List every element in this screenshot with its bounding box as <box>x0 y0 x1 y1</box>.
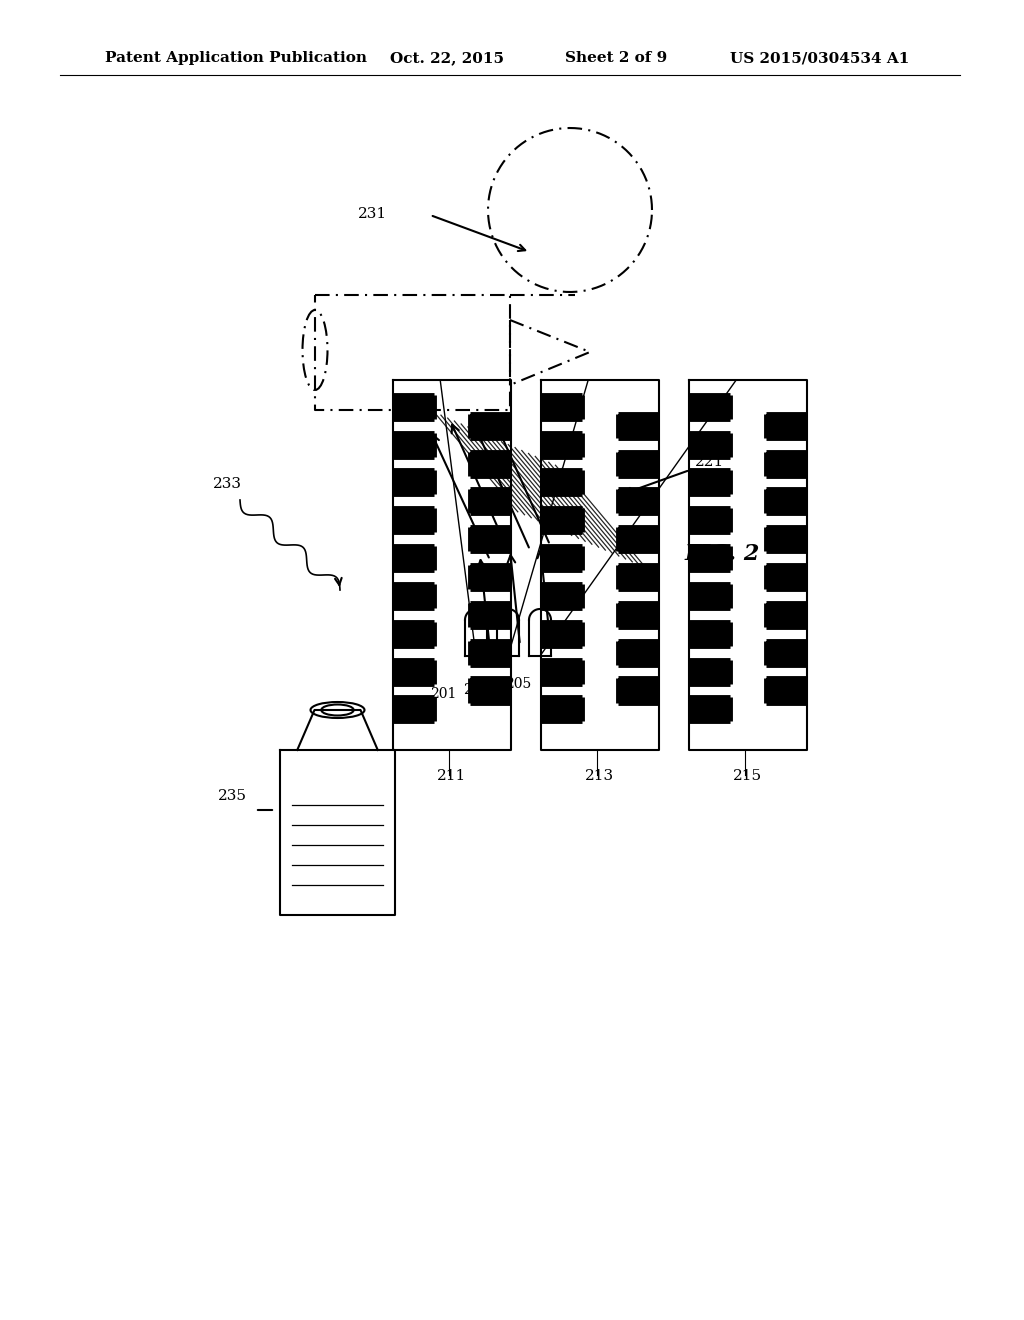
Bar <box>617 603 659 627</box>
Bar <box>393 470 434 495</box>
Text: 201: 201 <box>430 686 457 701</box>
Text: 205: 205 <box>505 677 531 690</box>
Text: Oct. 22, 2015: Oct. 22, 2015 <box>390 51 504 65</box>
Bar <box>470 451 511 475</box>
Bar <box>541 508 583 532</box>
Bar <box>766 565 807 589</box>
Bar <box>541 583 583 609</box>
Bar <box>689 583 730 609</box>
Bar <box>393 583 434 609</box>
Bar <box>766 451 807 475</box>
Bar <box>689 546 730 570</box>
Bar <box>470 678 511 702</box>
Bar <box>541 395 583 418</box>
Bar <box>689 433 730 457</box>
Bar <box>689 622 730 645</box>
Bar <box>766 413 807 438</box>
Bar <box>470 603 511 627</box>
Bar <box>393 622 434 645</box>
Bar <box>470 413 511 438</box>
Text: FIG. 2: FIG. 2 <box>685 543 761 565</box>
Bar <box>617 678 659 702</box>
Bar <box>393 433 434 457</box>
Bar <box>617 640 659 665</box>
Bar <box>766 490 807 513</box>
Bar <box>689 660 730 684</box>
Bar <box>617 490 659 513</box>
Bar <box>689 395 730 418</box>
Text: 221: 221 <box>695 455 724 469</box>
Bar <box>470 565 511 589</box>
Bar <box>541 470 583 495</box>
Bar <box>689 697 730 722</box>
Bar <box>393 697 434 722</box>
Bar <box>766 640 807 665</box>
Bar <box>766 603 807 627</box>
Bar <box>393 546 434 570</box>
Text: Patent Application Publication: Patent Application Publication <box>105 51 367 65</box>
Bar <box>617 413 659 438</box>
Bar <box>689 470 730 495</box>
Bar <box>541 433 583 457</box>
Bar <box>393 660 434 684</box>
Text: 203: 203 <box>463 682 489 697</box>
Bar <box>617 527 659 552</box>
Text: 215: 215 <box>733 770 762 783</box>
Bar <box>541 546 583 570</box>
Bar <box>393 395 434 418</box>
Bar <box>470 490 511 513</box>
Bar <box>617 565 659 589</box>
Bar <box>541 660 583 684</box>
Bar <box>470 527 511 552</box>
Bar <box>393 508 434 532</box>
Text: 211: 211 <box>437 770 466 783</box>
Bar <box>541 697 583 722</box>
Text: Sheet 2 of 9: Sheet 2 of 9 <box>565 51 668 65</box>
Bar <box>689 508 730 532</box>
Text: 233: 233 <box>213 477 242 491</box>
Bar <box>766 678 807 702</box>
Bar <box>617 451 659 475</box>
Bar <box>766 527 807 552</box>
Text: 213: 213 <box>585 770 614 783</box>
Text: US 2015/0304534 A1: US 2015/0304534 A1 <box>730 51 909 65</box>
Bar <box>470 640 511 665</box>
Text: 231: 231 <box>358 207 387 220</box>
Bar <box>541 622 583 645</box>
Text: 235: 235 <box>218 789 247 803</box>
